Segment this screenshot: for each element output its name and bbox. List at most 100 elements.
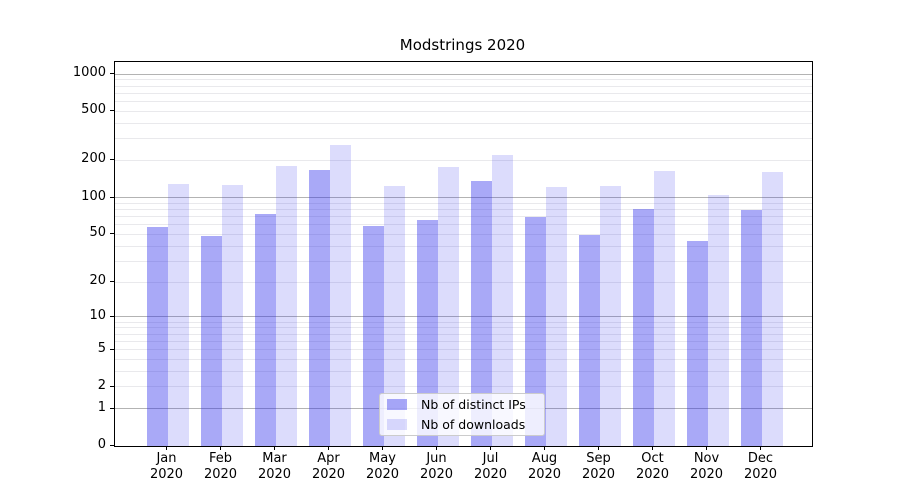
x-tick-label-oct-2020: Oct 2020 [635, 451, 670, 482]
bar-nb-of-downloads-dec-2020 [761, 172, 783, 446]
x-tick-mark-oct-2020 [652, 446, 653, 450]
bar-nb-of-distinct-ips-may-2020 [362, 225, 384, 446]
y-tick-mark-200 [110, 159, 114, 161]
y-tick-mark-0 [110, 445, 114, 446]
legend-swatch-distinct-ips [387, 399, 407, 410]
gridline-minor-8 [115, 327, 812, 329]
gridline-minor-5 [115, 349, 812, 351]
bar-nb-of-distinct-ips-mar-2020 [254, 213, 276, 446]
bar-nb-of-distinct-ips-jun-2020 [416, 219, 438, 446]
x-tick-mark-jun-2020 [436, 446, 437, 450]
y-tick-mark-100 [110, 196, 114, 198]
x-tick-label-nov-2020: Nov 2020 [689, 451, 724, 482]
x-tick-mark-apr-2020 [328, 446, 329, 450]
x-tick-mark-mar-2020 [274, 446, 275, 450]
y-tick-mark-50 [110, 233, 114, 235]
x-tick-mark-feb-2020 [220, 446, 221, 450]
gridline-minor-20 [115, 281, 812, 283]
bar-nb-of-distinct-ips-sep-2020 [578, 235, 600, 446]
x-tick-label-aug-2020: Aug 2020 [527, 451, 562, 482]
gridline-minor-400 [115, 122, 812, 124]
bar-nb-of-downloads-jun-2020 [437, 167, 459, 446]
bar-nb-of-distinct-ips-nov-2020 [686, 241, 708, 446]
gridline-minor-7 [115, 333, 812, 335]
y-tick-label-50: 50 [89, 225, 106, 241]
x-tick-mark-sep-2020 [598, 446, 599, 450]
gridline-minor-80 [115, 208, 812, 210]
y-tick-label-10: 10 [89, 307, 106, 323]
gridline-minor-800 [115, 85, 812, 87]
y-tick-mark-500 [110, 110, 114, 112]
bar-nb-of-downloads-may-2020 [383, 185, 405, 446]
x-tick-label-dec-2020: Dec 2020 [743, 451, 778, 482]
y-tick-mark-5 [110, 348, 114, 350]
y-tick-label-0: 0 [97, 437, 106, 452]
bar-nb-of-downloads-aug-2020 [545, 187, 567, 446]
y-tick-label-100: 100 [81, 188, 106, 204]
y-tick-label-20: 20 [89, 273, 106, 289]
y-tick-label-1000: 1000 [72, 65, 106, 80]
y-tick-label-5: 5 [97, 340, 106, 356]
gridline-minor-9 [115, 321, 812, 323]
bar-nb-of-distinct-ips-jan-2020 [146, 227, 168, 446]
legend: Nb of distinct IPs Nb of downloads [379, 393, 545, 436]
x-tick-label-may-2020: May 2020 [365, 451, 400, 482]
bar-nb-of-downloads-feb-2020 [221, 185, 243, 446]
bar-nb-of-distinct-ips-feb-2020 [200, 236, 222, 446]
x-tick-mark-dec-2020 [760, 446, 761, 450]
bar-nb-of-downloads-jan-2020 [167, 183, 189, 446]
x-tick-mark-jul-2020 [490, 446, 491, 450]
y-tick-mark-1000 [110, 73, 114, 74]
x-tick-label-mar-2020: Mar 2020 [257, 451, 292, 482]
bar-nb-of-distinct-ips-jul-2020 [470, 180, 492, 446]
gridline-minor-6 [115, 340, 812, 342]
y-tick-mark-1 [110, 407, 114, 409]
gridline-minor-500 [115, 110, 812, 112]
gridline-minor-50 [115, 233, 812, 235]
y-tick-label-500: 500 [81, 102, 106, 118]
bar-nb-of-downloads-oct-2020 [653, 171, 675, 446]
x-tick-mark-may-2020 [382, 446, 383, 450]
gridline-major-100 [115, 197, 812, 198]
gridline-minor-3 [115, 370, 812, 372]
gridline-minor-30 [115, 260, 812, 262]
x-tick-mark-nov-2020 [706, 446, 707, 450]
gridline-minor-600 [115, 100, 812, 102]
gridline-minor-40 [115, 245, 812, 247]
bar-nb-of-downloads-sep-2020 [599, 186, 621, 446]
y-tick-mark-20 [110, 281, 114, 283]
legend-row-downloads: Nb of downloads [387, 417, 544, 432]
bar-nb-of-downloads-mar-2020 [275, 165, 297, 446]
gridline-minor-700 [115, 92, 812, 94]
x-tick-label-jun-2020: Jun 2020 [419, 451, 454, 482]
legend-row-distinct-ips: Nb of distinct IPs [387, 397, 544, 412]
bar-nb-of-downloads-nov-2020 [707, 194, 729, 446]
gridline-major-1000 [115, 73, 812, 75]
chart-title: Modstrings 2020 [399, 36, 526, 54]
bar-nb-of-distinct-ips-dec-2020 [740, 210, 762, 446]
gridline-minor-300 [115, 138, 812, 140]
y-tick-mark-10 [110, 315, 114, 317]
x-tick-label-jan-2020: Jan 2020 [149, 451, 184, 482]
x-tick-label-jul-2020: Jul 2020 [473, 451, 508, 482]
legend-label-downloads: Nb of downloads [421, 417, 526, 432]
x-tick-label-apr-2020: Apr 2020 [311, 451, 346, 482]
x-tick-label-sep-2020: Sep 2020 [581, 451, 616, 482]
gridline-minor-90 [115, 202, 812, 204]
x-tick-label-feb-2020: Feb 2020 [203, 451, 238, 482]
gridline-minor-70 [115, 215, 812, 217]
gridline-minor-2 [115, 386, 812, 388]
gridline-major-10 [115, 316, 812, 318]
legend-swatch-downloads [387, 419, 407, 430]
bar-nb-of-distinct-ips-apr-2020 [308, 170, 330, 446]
bar-nb-of-downloads-apr-2020 [329, 145, 351, 446]
bar-nb-of-distinct-ips-oct-2020 [632, 209, 654, 446]
gridline-minor-200 [115, 159, 812, 161]
gridline-minor-4 [115, 358, 812, 360]
plot-area: Nb of distinct IPs Nb of downloads [114, 61, 813, 447]
legend-label-distinct-ips: Nb of distinct IPs [421, 397, 526, 412]
y-tick-label-2: 2 [97, 377, 106, 393]
gridline-minor-900 [115, 79, 812, 81]
y-tick-label-1: 1 [97, 399, 106, 415]
